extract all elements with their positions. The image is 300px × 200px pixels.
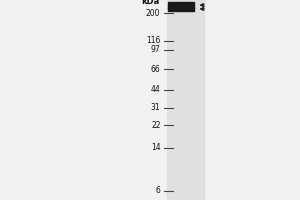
Bar xyxy=(168,7,194,11)
Text: 66: 66 xyxy=(151,65,160,74)
Text: 6: 6 xyxy=(156,186,161,195)
Text: 31: 31 xyxy=(151,103,160,112)
Bar xyxy=(168,2,194,8)
Text: 44: 44 xyxy=(151,85,160,94)
Text: 200: 200 xyxy=(146,9,160,18)
Text: 116: 116 xyxy=(146,36,160,45)
Text: 97: 97 xyxy=(151,45,160,54)
Bar xyxy=(167,0,204,200)
Text: 14: 14 xyxy=(151,143,160,152)
Text: kDa: kDa xyxy=(141,0,159,6)
Text: 22: 22 xyxy=(151,121,160,130)
